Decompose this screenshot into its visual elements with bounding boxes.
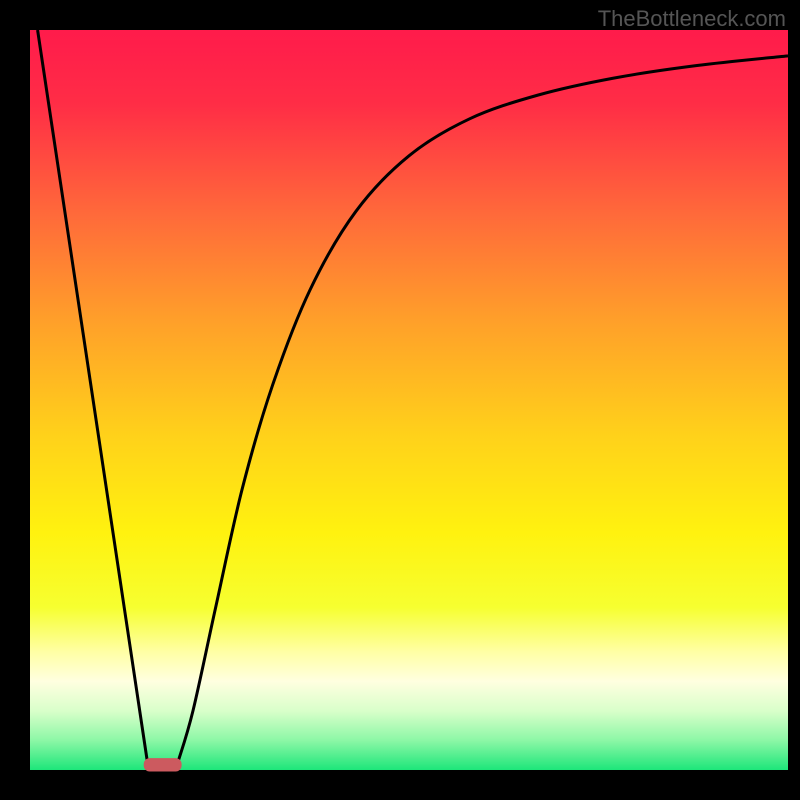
watermark-text: TheBottleneck.com	[598, 6, 786, 32]
bottleneck-marker	[144, 758, 182, 771]
chart-svg	[0, 0, 800, 800]
plot-area	[30, 30, 788, 770]
chart-container: TheBottleneck.com	[0, 0, 800, 800]
